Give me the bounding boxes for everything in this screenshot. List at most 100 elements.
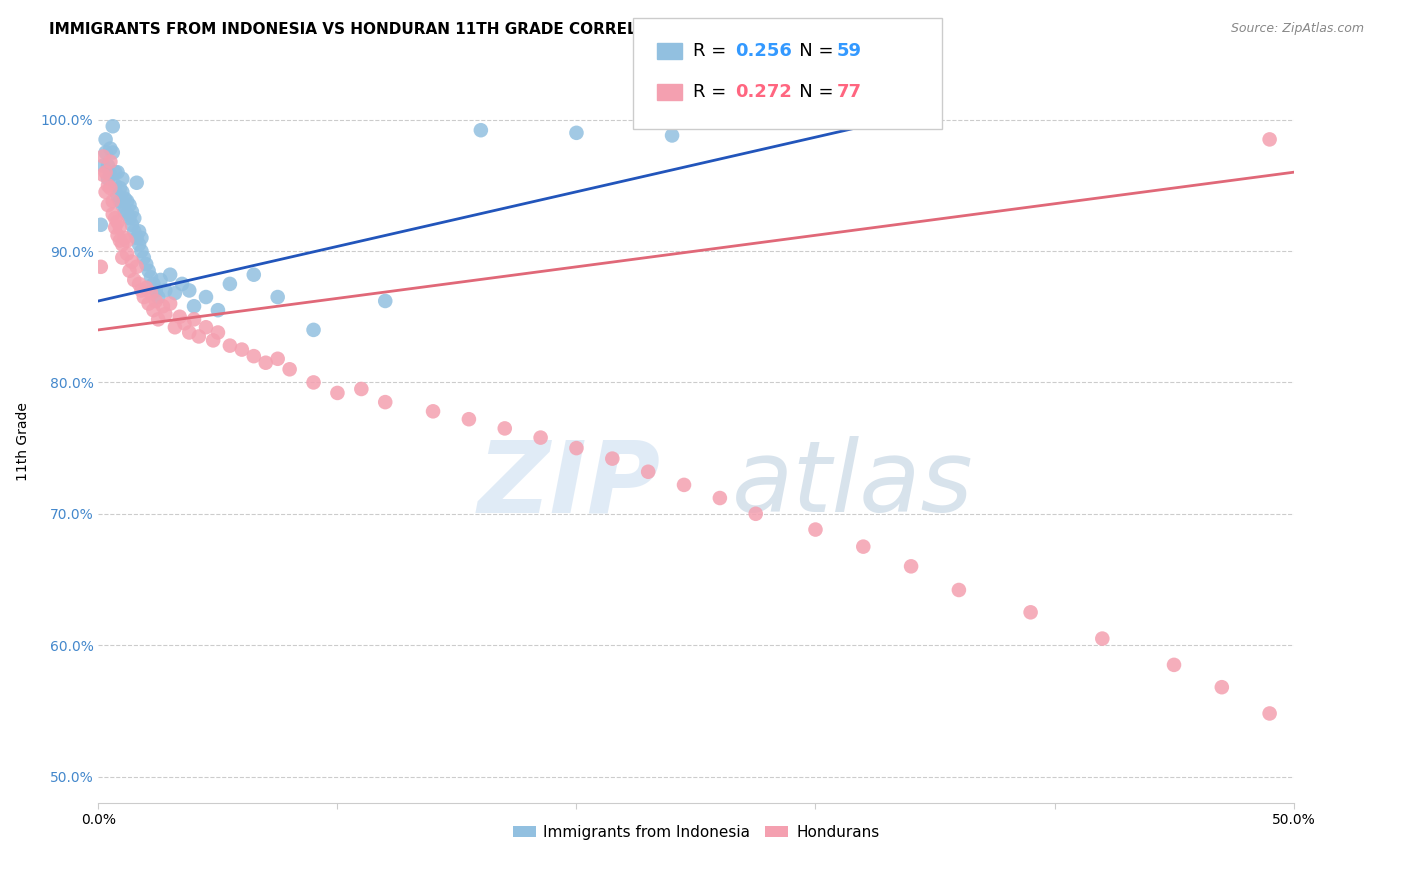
Point [94,185,117,199]
Point [91,159,114,173]
Point [278,362,301,376]
Point [101,120,124,134]
Point [195,290,218,304]
Point [125,231,148,245]
Point [114,192,136,206]
Point [121,218,143,232]
Point [254,356,277,370]
Point [98,181,122,195]
Point [111,185,134,199]
Point [163,286,186,301]
Text: 59: 59 [837,42,862,60]
Point [132,251,155,265]
Point [169,310,191,324]
Point [231,343,253,357]
Point [148,312,170,326]
Point [135,257,157,271]
Point [107,215,129,229]
Point [101,145,124,160]
Point [155,284,177,298]
Point [124,211,146,226]
Point [159,268,181,282]
Point [97,198,120,212]
Point [948,582,970,597]
Point [101,207,124,221]
Text: 77: 77 [837,83,862,101]
Point [470,123,492,137]
Text: R =: R = [693,83,733,101]
Point [565,126,588,140]
Point [661,128,683,143]
Point [108,220,131,235]
Point [267,290,290,304]
Point [124,273,146,287]
Point [98,154,122,169]
Point [128,277,150,291]
Point [565,441,588,455]
Point [1091,632,1114,646]
Point [104,220,127,235]
Point [202,334,225,348]
Point [125,176,148,190]
Point [152,299,174,313]
Point [142,303,165,318]
Point [108,194,131,208]
Point [107,189,129,203]
Point [267,351,290,366]
Point [172,277,194,291]
Point [90,260,112,274]
Text: ZIP: ZIP [477,436,661,533]
Point [104,211,127,226]
Point [115,246,138,260]
Point [98,168,122,182]
Point [101,194,124,208]
Point [118,264,141,278]
Point [179,284,201,298]
Point [149,273,172,287]
Point [145,284,167,298]
Point [118,211,141,226]
Point [139,286,162,301]
Point [745,507,768,521]
Point [104,165,127,179]
Point [673,478,696,492]
Point [219,277,242,291]
Point [326,386,349,401]
Point [94,132,117,146]
Point [108,181,131,195]
Text: N =: N = [782,83,839,101]
Point [121,254,143,268]
Text: 0.256: 0.256 [735,42,792,60]
Point [115,194,138,208]
Point [94,145,117,160]
Point [1258,132,1281,146]
Point [243,268,266,282]
Point [98,142,122,156]
Point [159,296,181,310]
Point [91,149,114,163]
Point [494,421,516,435]
Point [1163,657,1185,672]
Point [111,251,134,265]
Point [1019,605,1042,619]
Point [183,299,205,313]
Point [124,224,146,238]
Point [1211,680,1233,694]
Point [111,171,134,186]
Point [121,204,143,219]
Point [145,293,167,308]
Point [637,465,659,479]
Point [128,224,150,238]
Point [852,540,875,554]
Point [107,165,129,179]
Point [114,231,136,245]
Point [207,303,229,318]
Point [139,270,162,285]
Point [118,198,141,212]
Point [97,178,120,193]
Point [148,290,170,304]
Point [128,237,150,252]
Point [97,171,120,186]
Point [350,382,373,396]
Point [135,281,157,295]
